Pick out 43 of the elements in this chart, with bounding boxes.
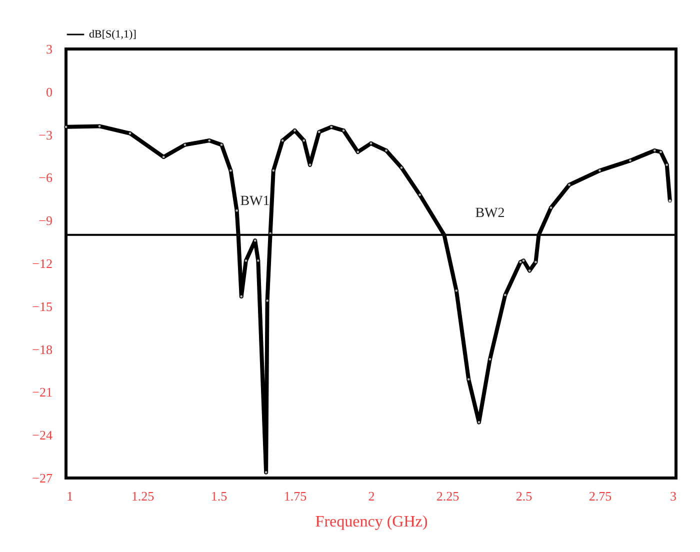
- point: [658, 150, 663, 154]
- point: [518, 260, 522, 264]
- point: [302, 138, 306, 142]
- x-axis-title: Frequency (GHz): [315, 514, 428, 530]
- point: [503, 292, 508, 297]
- point: [418, 192, 422, 197]
- point: [292, 128, 297, 132]
- x-tick-label: 3: [670, 488, 676, 504]
- point: [534, 260, 538, 264]
- y-tick-label: −18: [32, 342, 52, 357]
- point: [342, 128, 346, 132]
- x-tick-label: 2.5: [516, 488, 532, 504]
- y-tick-label: −6: [38, 170, 53, 186]
- legend-label: dB[S(1,1)]: [89, 28, 136, 40]
- point: [567, 182, 572, 187]
- y-tick-label: −15: [32, 298, 52, 314]
- y-tick-label: −12: [32, 256, 52, 271]
- point: [400, 166, 404, 170]
- point: [548, 206, 553, 210]
- y-tick-label: −24: [32, 428, 53, 443]
- point: [317, 130, 322, 134]
- point: [598, 168, 602, 173]
- y-tick-label: −21: [32, 384, 52, 400]
- point: [128, 131, 132, 136]
- x-tick-label: 1.75: [284, 488, 307, 504]
- x-tick-label: 2: [368, 488, 375, 504]
- point: [668, 198, 672, 203]
- x-tick-label: 1: [66, 488, 73, 504]
- x-tick-label: 1.5: [210, 488, 228, 504]
- point: [182, 142, 187, 147]
- y-tick-label: −9: [38, 213, 52, 228]
- y-tick-label: −3: [38, 127, 52, 142]
- y-tick-label: 3: [46, 42, 52, 56]
- x-tick-label: 2.75: [588, 488, 612, 504]
- y-tick-label: −27: [32, 470, 53, 486]
- x-tick-label: 1.25: [131, 488, 154, 504]
- annotation: BW2: [475, 206, 505, 221]
- annotation: BW1: [240, 194, 270, 209]
- point: [384, 148, 388, 153]
- point: [628, 158, 632, 163]
- y-tick-label: 0: [46, 84, 52, 100]
- point: [280, 138, 285, 142]
- x-tick-label: 2.25: [436, 488, 460, 504]
